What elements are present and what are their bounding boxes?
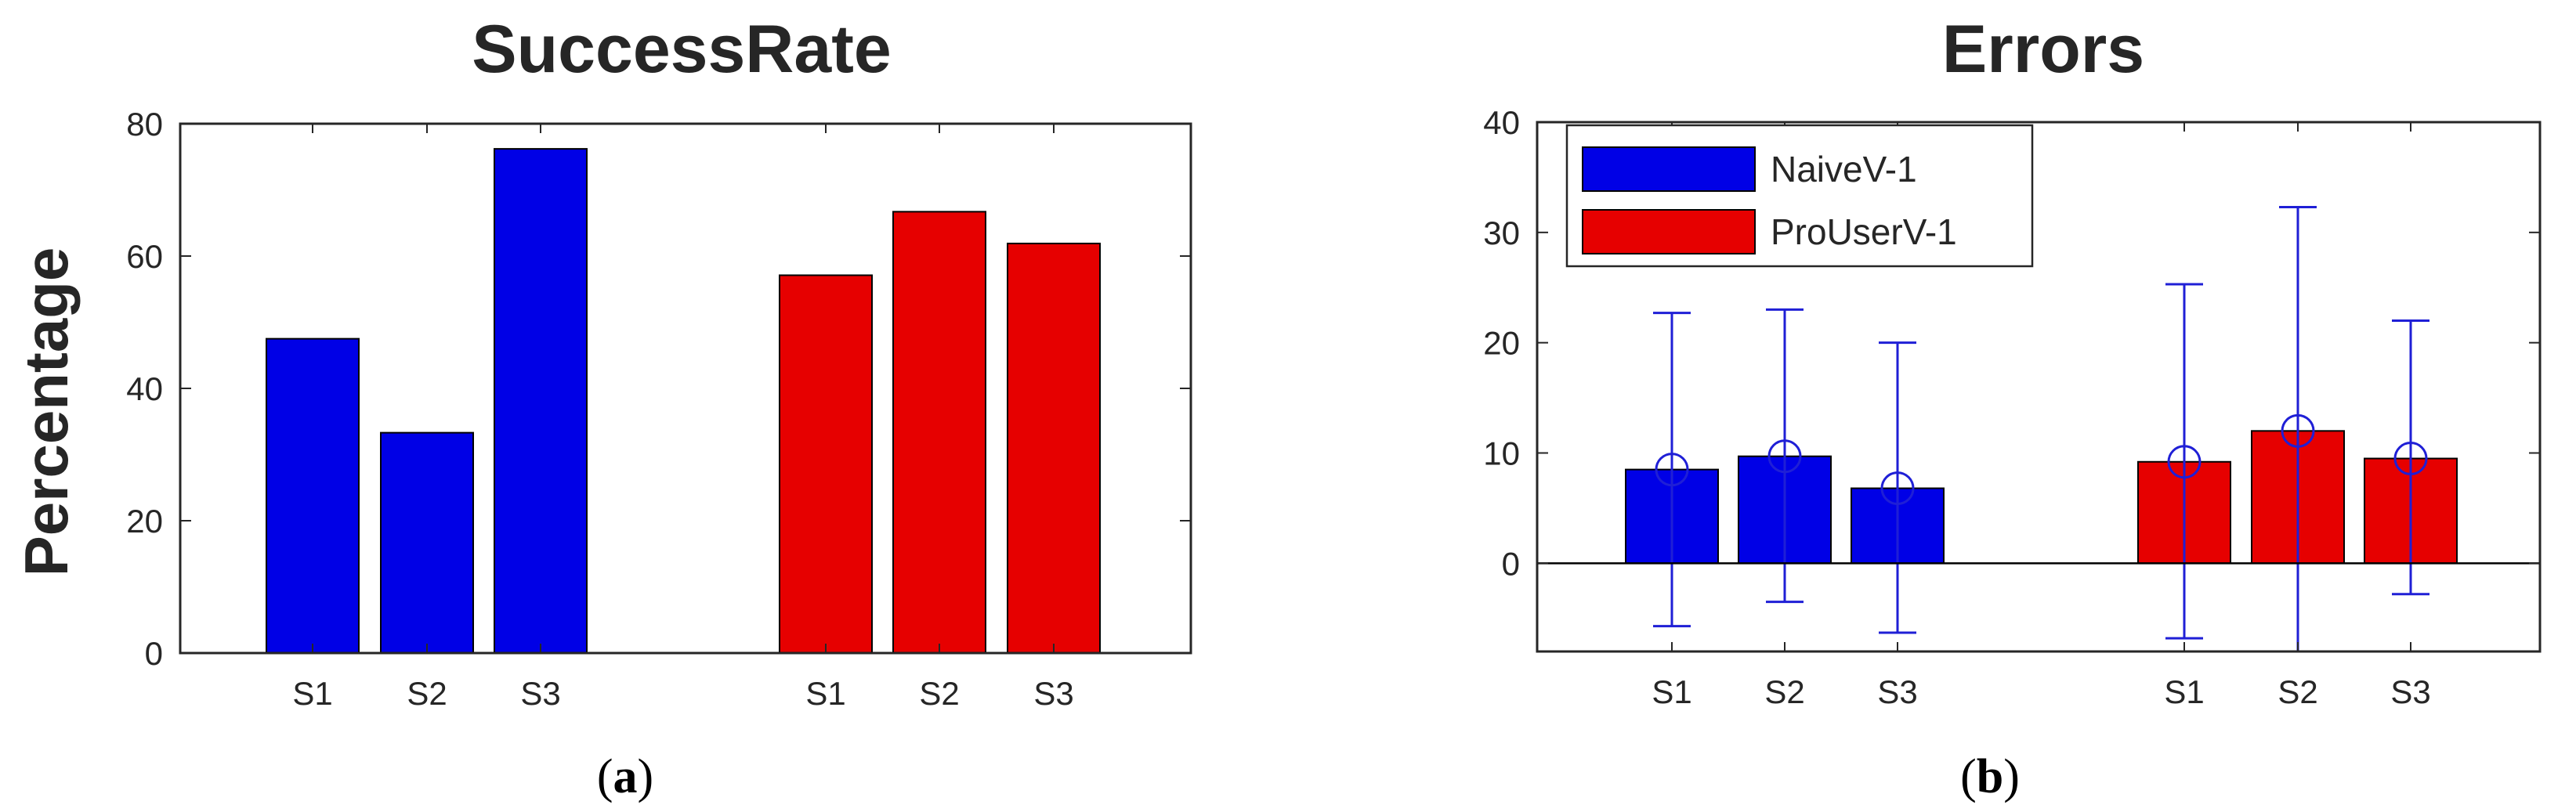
x-tick-label-s3: S3 (1877, 673, 1917, 710)
x-tick-label-s3: S3 (520, 675, 560, 712)
x-tick-label-s3: S3 (2390, 673, 2430, 710)
y-tick-label-80: 80 (126, 106, 163, 143)
legend-label-naivev-1: NaiveV-1 (1771, 149, 1917, 189)
mean-marker (2281, 413, 2315, 448)
errors-axis: S1 S2 S3 S1 S2 S3 0 10 20 30 40 (1483, 104, 2540, 710)
y-tick-label-40: 40 (1483, 104, 1520, 141)
mean-marker (2393, 442, 2428, 476)
bar-pro-s3 (1007, 242, 1101, 654)
bar-naive-s3 (494, 148, 588, 655)
bar-pro-s2 (892, 211, 986, 654)
mean-marker (1880, 471, 1915, 506)
legend-swatch-prouserv-1 (1582, 209, 1756, 254)
bar-naive-s1 (266, 337, 360, 654)
errors-panel: Errors S1 S2 S3 S1 S2 S3 0 10 20 30 40 NaiveV-1 Pro… (1483, 12, 2542, 803)
y-axis-label-percentage: Percentage (12, 247, 81, 577)
plot-frame (1536, 121, 2542, 653)
panel-letter-b: b (1977, 750, 2003, 803)
x-tick-label-s2: S2 (1764, 673, 1804, 710)
legend-label-prouserv-1: ProUserV-1 (1771, 211, 1957, 252)
success-rate-bars (266, 148, 1101, 655)
errors-errorbars (1653, 205, 2429, 653)
x-tick-label-s3: S3 (1033, 675, 1073, 712)
x-tick-label-s2: S2 (2278, 673, 2317, 710)
y-tick-label-20: 20 (1483, 325, 1520, 362)
success-rate-axis: S1 S2 S3 S1 S2 S3 0 20 40 60 80 (126, 106, 1191, 712)
panel-label-b: (b) (1960, 750, 2020, 803)
x-tick-label-s1: S1 (1652, 673, 1691, 710)
y-tick-label-10: 10 (1483, 435, 1520, 472)
mean-marker (1655, 453, 1689, 487)
mean-marker (1767, 439, 1802, 474)
x-tick-label-s1: S1 (292, 675, 332, 712)
y-tick-label-0: 0 (1502, 545, 1520, 582)
bar-pro-s1 (779, 274, 873, 654)
mean-marker (2167, 445, 2202, 479)
success-rate-panel: SuccessRate Percentage S1 S2 S3 S1 S2 S3 0 20 40… (12, 12, 1192, 803)
y-tick-label-30: 30 (1483, 215, 1520, 251)
bar-naive-s2 (380, 431, 474, 654)
legend-swatch-naivev-1 (1582, 146, 1756, 192)
y-tick-label-20: 20 (126, 503, 163, 540)
chart-title-errors: Errors (1942, 12, 2144, 87)
y-tick-label-60: 60 (126, 238, 163, 275)
x-tick-label-s2: S2 (919, 675, 959, 712)
x-tick-label-s1: S1 (2164, 673, 2204, 710)
x-tick-label-s2: S2 (407, 675, 447, 712)
panel-letter-a: a (613, 750, 638, 803)
legend: NaiveV-1 ProUserV-1 (1565, 124, 2034, 268)
panel-label-a: (a) (597, 750, 653, 803)
y-tick-label-0: 0 (145, 635, 163, 672)
chart-title-success-rate: SuccessRate (472, 12, 891, 87)
y-tick-label-40: 40 (126, 370, 163, 407)
x-tick-label-s1: S1 (805, 675, 845, 712)
errors-bars (1625, 430, 2458, 565)
